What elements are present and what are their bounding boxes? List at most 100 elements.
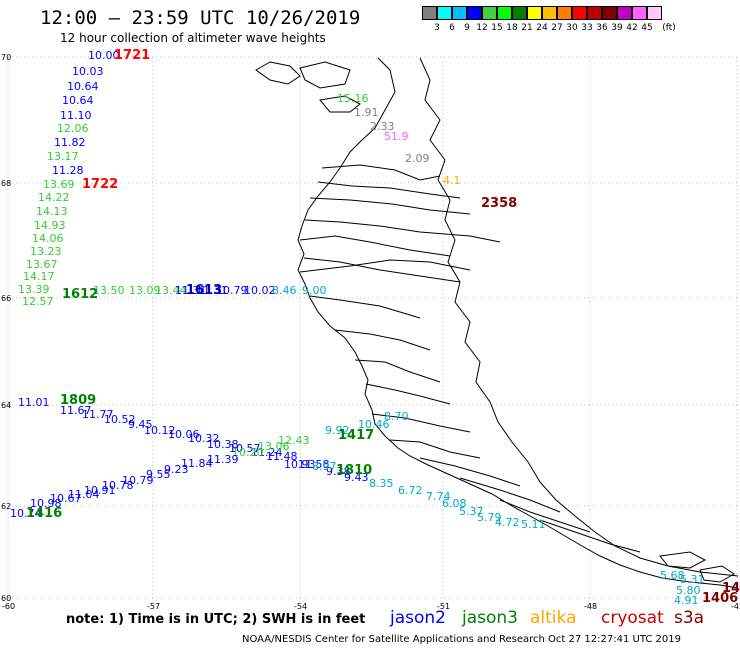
legend-label: 15	[491, 23, 503, 33]
lat-label: 62	[1, 502, 11, 511]
wave-height-value: 9.23	[164, 463, 189, 476]
wave-height-value: 1.91	[354, 106, 379, 119]
wave-height-value: 8.46	[272, 284, 297, 297]
wave-height-value: 5.79	[477, 511, 502, 524]
legend-label: 39	[611, 23, 623, 33]
wave-height-value: 11.82	[54, 136, 86, 149]
wave-height-value: 6.08	[442, 497, 467, 510]
lat-label: 66	[1, 294, 11, 303]
pass-time-label: 1420	[722, 581, 740, 596]
lat-label: 64	[1, 401, 11, 410]
wave-height-value: 10.12	[144, 424, 176, 437]
wave-height-value: 11.24	[251, 446, 283, 459]
lon-label: -57	[147, 602, 160, 611]
wave-height-value: 4.91	[674, 594, 699, 607]
wave-height-value: 11.39	[207, 453, 239, 466]
island-outline	[255, 61, 301, 85]
wave-height-value: 4.1	[443, 174, 461, 187]
wave-height-value: 10.64	[67, 80, 99, 93]
island-outline	[319, 95, 361, 113]
legend-label: 6	[449, 23, 455, 33]
wave-height-value: 13.69	[43, 178, 75, 191]
wave-height-value: 9.00	[302, 284, 327, 297]
lat-label: 70	[1, 53, 11, 62]
pass-time-label: 1613	[186, 283, 222, 298]
legend-jason2: jason2	[390, 608, 446, 628]
legend-s3a: s3a	[674, 608, 705, 628]
lon-label: -51	[437, 602, 450, 611]
wave-height-value: 10.38	[207, 438, 239, 451]
map-title: 12:00 — 23:59 UTC 10/26/2019	[40, 7, 361, 29]
legend-label: 18	[506, 23, 518, 33]
legend-swatch	[422, 6, 437, 20]
legend-label: 9	[464, 23, 470, 33]
legend-cryosat: cryosat	[601, 608, 664, 628]
coast-segment	[499, 499, 591, 533]
pass-time-label: 1810	[336, 463, 372, 478]
dotted-grid	[7, 56, 738, 599]
legend-label: 33	[581, 23, 593, 33]
legend-swatch	[542, 6, 557, 20]
coast-segment	[321, 164, 441, 181]
pass-time-label: 1612	[62, 287, 98, 302]
legend-swatch	[527, 6, 542, 20]
pass-time-label: 1406	[702, 591, 738, 606]
wave-height-value: 11.84	[181, 457, 213, 470]
wave-height-value: 10.98	[30, 497, 62, 510]
wave-height-value: 13.50	[93, 284, 125, 297]
greenland-coastline	[255, 57, 739, 589]
legend-swatch	[572, 6, 587, 20]
map-subtitle: 12 hour collection of altimeter wave hei…	[60, 31, 326, 45]
wave-height-value: 2.33	[370, 120, 395, 133]
wave-height-value: 5.11	[521, 518, 546, 531]
legend-altika: altika	[530, 608, 577, 628]
coast-segment	[297, 57, 739, 589]
legend-swatch	[587, 6, 602, 20]
legend-label: 45	[641, 23, 653, 33]
legend-swatch	[617, 6, 632, 20]
coast-segment	[459, 477, 561, 513]
wave-height-value: 13.06	[258, 440, 290, 453]
wave-height-value: 10.91	[84, 484, 116, 497]
wave-height-value: 10.20	[232, 446, 264, 459]
wave-height-value: 2.09	[405, 152, 430, 165]
wave-height-value: 10.03	[72, 65, 104, 78]
footer-note: note: 1) Time is in UTC; 2) SWH is in fe…	[66, 612, 366, 627]
wave-height-value: 11.04	[68, 488, 100, 501]
wave-height-value: 9.45	[128, 418, 153, 431]
credit-line: NOAA/NESDIS Center for Satellite Applica…	[242, 634, 681, 645]
coast-segment	[334, 329, 431, 351]
wave-height-value: 14.17	[23, 270, 55, 283]
coast-segment	[539, 519, 641, 553]
wave-height-value: 10.00	[88, 49, 120, 62]
wave-height-value: 10.78	[102, 479, 134, 492]
wave-height-value: 13.39	[18, 283, 50, 296]
wave-height-value: 51.9	[384, 130, 409, 143]
legend-label: 24	[536, 23, 548, 33]
wave-height-value: 13.17	[47, 150, 79, 163]
lat-label: 68	[1, 179, 11, 188]
wave-height-value: 14.06	[32, 232, 64, 245]
wave-height-value: 15.16	[337, 92, 369, 105]
wave-height-value: 10.64	[62, 94, 94, 107]
wave-height-value: 10.02	[244, 284, 276, 297]
wave-height-value: 6.72	[398, 484, 423, 497]
wave-height-value: 13.09	[129, 284, 161, 297]
wave-height-value: 5.37	[459, 505, 484, 518]
wave-height-value: 5.80	[676, 584, 701, 597]
legend-swatch	[437, 6, 452, 20]
legend-swatch	[482, 6, 497, 20]
wave-height-value: 11.58	[298, 458, 330, 471]
legend-swatch	[497, 6, 512, 20]
coast-segment	[365, 383, 451, 405]
wave-height-value: 10.93	[284, 458, 316, 471]
wave-height-value: 9.38	[326, 465, 351, 478]
legend-label: 30	[566, 23, 578, 33]
wave-height-value: 4.72	[495, 516, 520, 529]
island-outline	[699, 565, 735, 583]
wave-height-value: 8.35	[369, 477, 394, 490]
pass-time-label: 1417	[338, 428, 374, 443]
legend-swatch	[647, 6, 662, 20]
